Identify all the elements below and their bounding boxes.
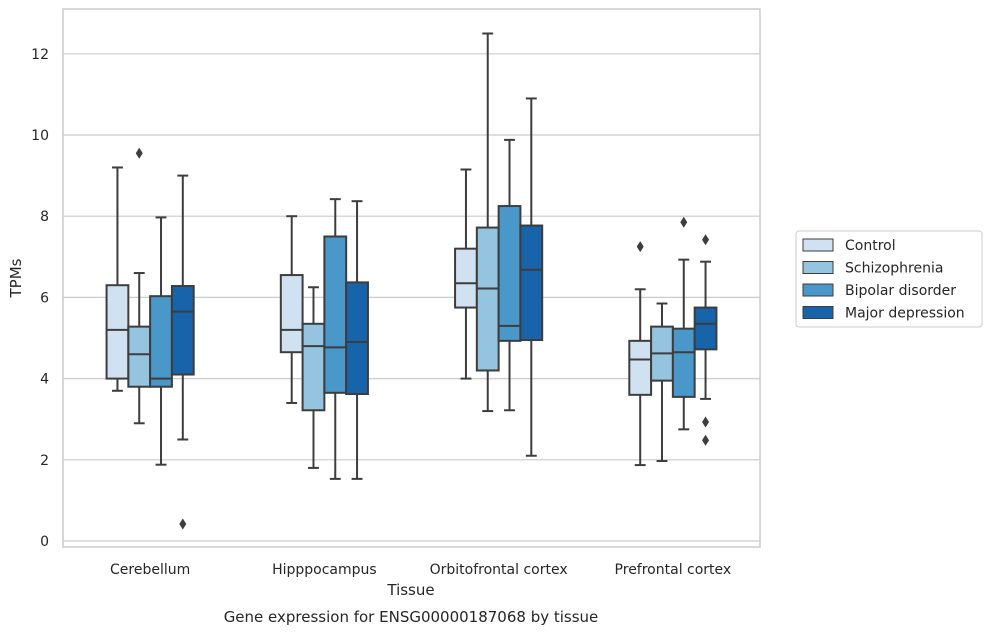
y-tick-label: 4 — [40, 372, 49, 388]
iqr-box — [475, 226, 500, 372]
outlier-point — [702, 234, 710, 246]
legend-items: Control Schizophrenia Bipolar disorder Majo… — [802, 238, 965, 322]
outlier-point — [135, 147, 143, 159]
x-tick-label: Orbitofrontal cortex — [430, 562, 568, 578]
box-0-2 — [149, 216, 173, 466]
iqr-box — [105, 284, 130, 380]
iqr-box — [519, 224, 544, 342]
box-2-2 — [497, 138, 522, 412]
legend-label: Control — [845, 238, 896, 254]
x-tick-labels: Cerebellum Hipppocampus Orbitofrontal cort… — [110, 562, 731, 578]
outlier-point — [702, 416, 710, 428]
plot-background — [63, 9, 760, 547]
box-2-3 — [519, 97, 544, 457]
y-tick-label: 12 — [31, 47, 49, 63]
y-tick-label: 6 — [40, 290, 49, 306]
legend: Control Schizophrenia Bipolar disorder Majo… — [795, 230, 983, 328]
iqr-box — [170, 285, 195, 376]
box-2-1 — [475, 32, 500, 413]
box-1-3 — [345, 200, 369, 480]
x-tick-label: Cerebellum — [110, 562, 190, 578]
iqr-box — [693, 306, 718, 351]
x-tick-label: Prefrontal cortex — [615, 562, 732, 578]
box-1-2 — [323, 198, 348, 480]
y-tick-label: 0 — [40, 534, 49, 550]
boxes-layer — [105, 32, 718, 530]
iqr-box — [497, 205, 522, 342]
iqr-box — [149, 295, 173, 388]
box-2-0 — [454, 168, 478, 380]
y-tick-label: 8 — [40, 209, 49, 225]
iqr-box — [301, 322, 326, 412]
legend-label: Major depression — [845, 306, 965, 322]
legend-swatch — [802, 238, 834, 252]
figure-caption: Gene expression for ENSG00000187068 by t… — [224, 608, 599, 626]
box-0-1 — [127, 147, 152, 425]
box-3-2 — [671, 216, 696, 431]
y-tick-label: 2 — [40, 453, 49, 469]
legend-label: Bipolar disorder — [845, 283, 956, 299]
y-axis-label: TPMs — [7, 258, 25, 298]
outlier-point — [179, 518, 187, 530]
legend-label: Schizophrenia — [845, 261, 943, 277]
box-3-3 — [693, 234, 718, 446]
y-tick-labels: 0 2 4 6 8 10 12 — [31, 47, 49, 550]
x-tick-label: Hipppocampus — [272, 562, 377, 578]
legend-swatch — [802, 261, 834, 274]
legend-swatch — [802, 283, 834, 297]
box-1-0 — [279, 215, 304, 404]
outlier-point — [636, 241, 644, 253]
iqr-box — [279, 274, 304, 354]
legend-swatch — [802, 306, 834, 319]
outlier-point — [702, 434, 710, 446]
iqr-box — [454, 247, 478, 309]
iqr-box — [323, 235, 348, 394]
y-tick-label: 10 — [31, 128, 49, 144]
legend-frame — [795, 230, 983, 328]
x-axis-label: Tissue — [386, 581, 434, 599]
iqr-box — [127, 325, 152, 388]
iqr-box — [671, 327, 696, 398]
outlier-point — [680, 216, 688, 228]
iqr-box — [345, 281, 369, 396]
plot-frame — [62, 8, 761, 548]
box-0-3 — [170, 174, 195, 530]
iqr-box — [628, 339, 653, 396]
box-3-1 — [650, 302, 674, 463]
